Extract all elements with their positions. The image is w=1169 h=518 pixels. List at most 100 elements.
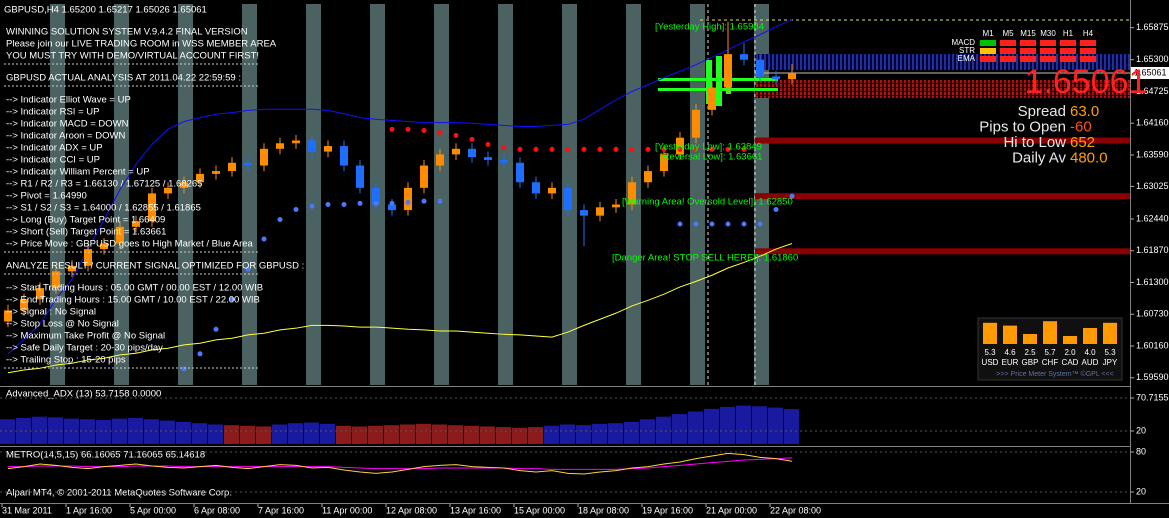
meter-bar [1043, 321, 1057, 344]
adx-bar [496, 427, 511, 444]
candle-body [548, 187, 556, 194]
info-line: --> Indicator ADX = UP [6, 143, 103, 154]
info-line: --> End Trading Hours : 15.00 GMT / 10.0… [6, 295, 260, 306]
signal-box [1040, 56, 1056, 62]
candle-body [308, 140, 316, 152]
adx-bar [288, 423, 303, 444]
signal-box [1060, 48, 1076, 54]
candle-body [68, 265, 76, 272]
timeframe-label: M30 [1040, 29, 1056, 38]
adx-bar [576, 425, 591, 444]
timeframe-label: H4 [1083, 29, 1094, 38]
level-annotation: [Warning Area! Oversold Level]: 1.62850 [622, 197, 793, 208]
indicator-dot [421, 127, 427, 133]
indicator-dot [661, 146, 667, 152]
indicator-dot [213, 326, 219, 332]
adx-bar [256, 426, 271, 444]
candle-body [484, 157, 492, 160]
adx-bar [320, 423, 335, 444]
adx-bar [272, 424, 287, 444]
indicator-dot [405, 199, 411, 205]
candle-body [516, 162, 524, 183]
info-line: Please join our LIVE TRADING ROOM in WSS… [6, 39, 277, 50]
session-stripe [690, 4, 705, 385]
indicator-dot [245, 266, 251, 272]
level-band [755, 137, 1130, 144]
y-tick-label: 1.61870 [1136, 245, 1169, 255]
indicator-dot [517, 146, 523, 152]
meter-value: 4.0 [1084, 348, 1096, 357]
y-tick-label: 1.63025 [1136, 181, 1169, 191]
adx-bar [304, 422, 319, 444]
indicator-dot [357, 200, 363, 206]
info-line: --> Safe Daily Target : 20-30 pips/day [6, 343, 163, 354]
meter-bar [1023, 334, 1037, 344]
candle-body [340, 146, 348, 166]
level-band [755, 193, 1130, 200]
x-tick-label: 19 Apr 16:00 [642, 505, 693, 515]
x-tick-label: 1 Apr 16:00 [66, 505, 112, 515]
stat-value: 480.0 [1070, 149, 1108, 166]
sell-zone [755, 80, 1130, 98]
y-tick-label: 1.64725 [1136, 86, 1169, 96]
x-tick-label: 21 Apr 00:00 [706, 505, 757, 515]
session-stripe [242, 4, 257, 385]
adx-bar [512, 427, 527, 444]
indicator-dot [229, 296, 235, 302]
adx-bar [448, 425, 463, 444]
info-line: --> Indicator William Percent = UP [6, 167, 150, 178]
candle-body [644, 171, 652, 183]
indicator-dot [261, 236, 267, 242]
indicator-line [7, 19, 793, 355]
candle-body [788, 73, 796, 80]
indicator-dot [677, 221, 683, 227]
adx-bar [32, 416, 47, 444]
indicator-dot [645, 146, 651, 152]
adx-bar [416, 423, 431, 444]
meter-bar [1003, 325, 1017, 344]
indicator-dot [741, 221, 747, 227]
adx-bar [480, 426, 495, 444]
candle-body [708, 87, 716, 110]
adx-bar [16, 417, 31, 444]
meter-currency: GBP [1022, 358, 1039, 367]
candle-body [468, 148, 476, 158]
y-tick-label: 1.59590 [1136, 372, 1169, 382]
signal-box [1040, 40, 1056, 46]
info-line: --> Start Trading Hours : 05.00 GMT / 00… [6, 283, 263, 294]
y-tick-label: 1.65300 [1136, 54, 1169, 64]
signal-box [980, 48, 996, 54]
y-tick-label: 1.64160 [1136, 118, 1169, 128]
meter-currency: CHF [1042, 358, 1059, 367]
candle-body [772, 76, 780, 80]
candle-body [692, 109, 700, 138]
indicator-dot [309, 203, 315, 209]
info-line: ANALYZE RESULT / CURRENT SIGNAL OPTIMIZE… [6, 261, 304, 272]
indicator-dot [421, 198, 427, 204]
candle-body [276, 143, 284, 149]
adx-bar [608, 423, 623, 444]
x-tick-label: 6 Apr 08:00 [194, 505, 240, 515]
meter-footer: >>> Price Meter System™ ©GPL <<< [996, 370, 1113, 378]
indicator-dot [197, 351, 203, 357]
signal-box [980, 40, 996, 46]
indicator-dot [405, 126, 411, 132]
candle-body [52, 271, 60, 289]
adx-bar [656, 416, 671, 444]
candle-body [324, 146, 332, 152]
candle-body [4, 310, 12, 322]
signal-box [1060, 40, 1076, 46]
stat-label: Hi to Low [1003, 134, 1066, 151]
signal-box [1020, 40, 1036, 46]
info-line: --> Pivot = 1.64990 [6, 191, 87, 202]
indicator-dot [181, 366, 187, 372]
signal-box [1080, 40, 1096, 46]
signal-row-label: MACD [951, 38, 975, 47]
x-tick-label: 18 Apr 08:00 [578, 505, 629, 515]
x-tick-label: 31 Mar 2011 [2, 505, 52, 515]
candle-body [420, 165, 428, 188]
adx-bar [672, 414, 687, 444]
adx-bar [192, 423, 207, 444]
info-line: GBPUSD ACTUAL ANALYSIS AT 2011.04.22 22:… [6, 73, 241, 84]
